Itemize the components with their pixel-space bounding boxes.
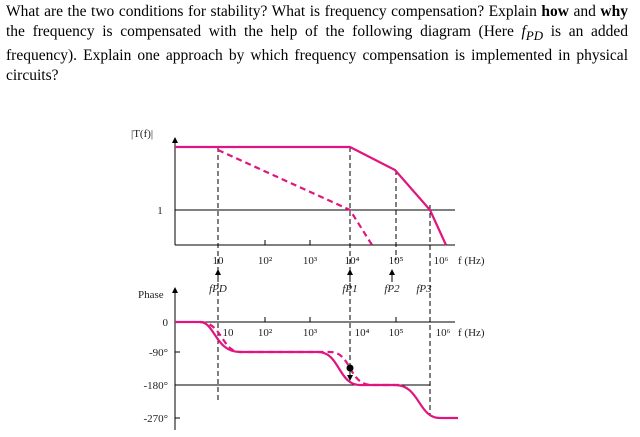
tick-label: -180° (143, 380, 168, 392)
axis-label: Phase (138, 289, 164, 301)
tick-label: 10 (223, 327, 235, 339)
question: What are the two conditions for stabilit… (6, 2, 628, 86)
tick-label: 10² (258, 255, 273, 267)
symbol-subscript: PD (525, 28, 544, 44)
tick-label: 10⁶ (436, 327, 451, 339)
tick-label: 10⁵ (389, 255, 404, 267)
pole-label: fP2 (384, 283, 400, 295)
axis-label: |T(f)| (131, 128, 153, 140)
tick-label: 10⁵ (389, 327, 404, 339)
question-bold: how (541, 3, 569, 20)
tick-label: 1 (157, 205, 163, 217)
symbol: f (521, 23, 526, 40)
question-text: and (568, 3, 601, 20)
pole-label: fP1 (342, 283, 357, 295)
question-text: the frequency is compensated with the he… (6, 23, 522, 40)
tick-label: -270° (143, 413, 168, 425)
tick-label: 0 (163, 317, 169, 329)
tick-label: 10³ (303, 255, 318, 267)
tick-label: 10⁴ (355, 327, 370, 339)
axis-label: f (Hz) (458, 327, 485, 339)
tick-label: -90° (149, 347, 168, 359)
tick-label: 10⁶ (434, 255, 449, 267)
tick-label: 10⁴ (345, 255, 360, 267)
pole-label: fP3 (416, 283, 432, 295)
question-bold: why (600, 3, 628, 20)
pole-label: fPD (209, 283, 227, 295)
axis-label: f (Hz) (458, 255, 485, 267)
question-text: What are the two conditions for stabilit… (6, 3, 542, 20)
tick-label: 10² (258, 327, 273, 339)
tick-label: 10³ (303, 327, 318, 339)
question-text: is an added frequency). Explain one appr… (6, 23, 629, 85)
tick-label: 10 (213, 255, 225, 267)
